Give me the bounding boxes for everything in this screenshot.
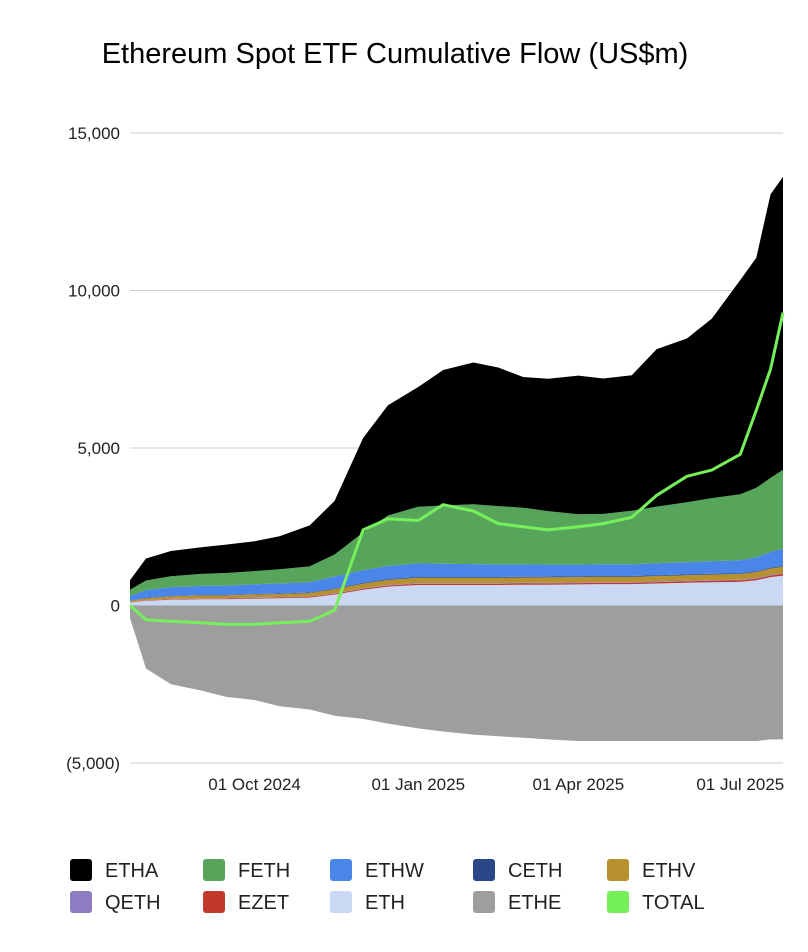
chart-title: Ethereum Spot ETF Cumulative Flow (US$m) [101, 38, 689, 70]
area-layer [130, 176, 783, 741]
legend: ETHA FETH ETHW CETH ETHV QETH EZET ETH ETHE TOTAL [70, 859, 705, 914]
legend-label: ETH [365, 892, 405, 914]
legend-label: ETHE [508, 892, 561, 914]
legend-swatch [473, 891, 495, 913]
legend-swatch [203, 859, 225, 881]
area-feth [130, 469, 783, 596]
legend-swatch [203, 891, 225, 913]
y-tick-label: (5,000) [66, 754, 120, 773]
legend-label: ETHV [642, 860, 696, 882]
legend-swatch [70, 891, 92, 913]
legend-swatch [70, 859, 92, 881]
legend-swatch [607, 891, 629, 913]
legend-item-ethw: ETHW [330, 859, 424, 882]
area-eth [130, 575, 783, 606]
axis-layer: 15,000 10,000 5,000 0 (5,000) 01 Oct 2024 01 J… [66, 124, 784, 794]
legend-label: ETHA [105, 860, 159, 882]
legend-item-ethe: ETHE [473, 891, 561, 914]
legend-label: FETH [238, 860, 290, 882]
legend-swatch [330, 891, 352, 913]
x-tick-label: 01 Oct 2024 [208, 775, 301, 794]
legend-item-etha: ETHA [70, 859, 159, 882]
legend-label: CETH [508, 860, 562, 882]
x-tick-label: 01 Jul 2025 [696, 775, 784, 794]
legend-label: QETH [105, 892, 161, 914]
y-tick-label: 5,000 [77, 439, 120, 458]
legend-item-qeth: QETH [70, 891, 161, 914]
y-tick-label: 15,000 [68, 124, 120, 143]
legend-item-total: TOTAL [607, 891, 705, 914]
legend-swatch [607, 859, 629, 881]
legend-item-ethv: ETHV [607, 859, 696, 882]
line-total [129, 312, 785, 626]
legend-item-ezet: EZET [203, 891, 289, 914]
legend-swatch [330, 859, 352, 881]
legend-item-eth: ETH [330, 891, 405, 914]
area-ethe [130, 605, 783, 741]
area-ethw [130, 548, 783, 601]
legend-item-feth: FETH [203, 859, 290, 882]
legend-label: TOTAL [642, 892, 705, 914]
legend-item-ceth: CETH [473, 859, 562, 882]
line-layer [129, 312, 785, 626]
area-ethv [130, 566, 783, 602]
y-tick-label: 10,000 [68, 282, 120, 301]
y-tick-label: 0 [111, 597, 120, 616]
x-tick-label: 01 Apr 2025 [533, 775, 625, 794]
x-tick-label: 01 Jan 2025 [371, 775, 465, 794]
legend-label: ETHW [365, 860, 424, 882]
legend-swatch [473, 859, 495, 881]
area-etha [130, 176, 783, 590]
legend-label: EZET [238, 892, 289, 914]
